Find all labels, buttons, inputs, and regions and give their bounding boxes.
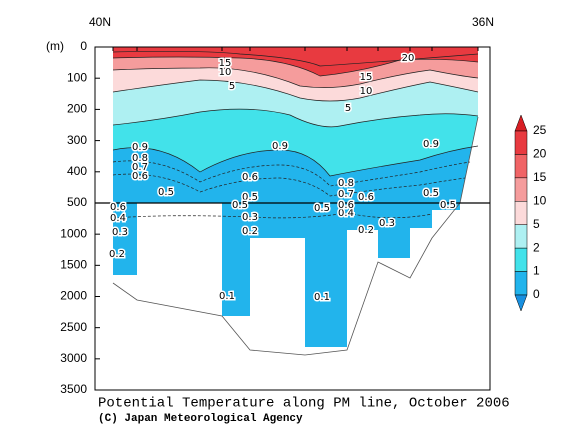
contour (112, 56, 479, 77)
contour-label: 0.9 (423, 139, 439, 150)
y-tick-label: 0 (80, 39, 87, 53)
contour-label: 0.9 (272, 141, 288, 152)
contour-label: 0.3 (112, 227, 128, 238)
contour-label: 0.6 (358, 192, 374, 203)
contour-label: 20 (402, 53, 415, 64)
colorbar-arrow (514, 114, 528, 132)
colorbar-tick-label: 15 (533, 170, 547, 184)
contour-label: 0.5 (232, 200, 248, 211)
contour-label: 0.5 (423, 188, 439, 199)
contour-label: 10 (360, 86, 373, 97)
contour-label: 0.2 (358, 225, 374, 236)
contour (112, 160, 471, 187)
plot-frame (94, 46, 491, 391)
contour-label: 5 (345, 103, 351, 114)
y-axis-label: (m) (46, 39, 64, 53)
contour-label: 0.2 (242, 226, 258, 237)
y-tick-label: 1000 (60, 226, 87, 240)
contour (112, 145, 479, 177)
column (222, 203, 250, 316)
colorbar-box (514, 177, 528, 202)
colorbar-tick-label: 10 (533, 193, 547, 207)
y-tick-label: 200 (67, 102, 87, 116)
x-end-label: 36N (472, 15, 494, 29)
column (378, 203, 410, 258)
contour-lines (112, 50, 479, 219)
contour-label: 15 (360, 72, 373, 83)
contour-label: 10 (219, 67, 232, 78)
bottom-topography (112, 116, 479, 356)
colorbar-tick-label: 2 (533, 240, 540, 254)
colorbar-box (514, 224, 528, 249)
contour-label: 0.6 (338, 200, 354, 211)
contour (112, 67, 479, 88)
contour-label: 5 (229, 81, 235, 92)
y-tick-label: 300 (67, 133, 87, 147)
colorbar-arrow (514, 294, 528, 312)
y-tick-label: 500 (67, 195, 87, 209)
colorbar-box (514, 130, 528, 155)
contour-label: 0.6 (110, 202, 126, 213)
contour-label: 0.5 (158, 187, 174, 198)
column (432, 203, 460, 210)
column (305, 203, 347, 347)
colorbar-box (514, 247, 528, 272)
colorbar-box (514, 154, 528, 179)
contour-label: 0.2 (109, 249, 125, 260)
contour-label: 0.1 (314, 292, 330, 303)
contour-label: 0.5 (314, 203, 330, 214)
contour-label: 0.4 (338, 208, 354, 219)
contour-label: 0.5 (242, 192, 258, 203)
contour-label: 0.6 (132, 171, 148, 182)
column (410, 203, 432, 228)
contour-label: 0.8 (132, 153, 148, 164)
contour-label: 0.9 (132, 142, 148, 153)
column (113, 203, 137, 275)
credit: (C) Japan Meteorological Agency (98, 413, 303, 425)
x-start-label: 40N (89, 15, 111, 29)
colorbar-tick-label: 20 (533, 147, 547, 161)
y-tick-label: 1500 (60, 258, 87, 272)
y-tick-label: 400 (67, 164, 87, 178)
y-tick-label: 2500 (60, 320, 87, 334)
contour-label: 0.3 (242, 212, 258, 223)
y-tick-label: 100 (67, 70, 87, 84)
contour-label: 0.7 (132, 162, 148, 173)
layer-warm (113, 47, 478, 76)
contour (112, 108, 479, 128)
colorbar-tick-label: 5 (533, 217, 540, 231)
y-tick-label: 3500 (60, 382, 87, 396)
colorbar-tick-label: 1 (533, 264, 540, 278)
colorbar-tick-label: 0 (533, 287, 540, 301)
contour-label: 0.6 (242, 172, 258, 183)
colorbar-box (514, 201, 528, 225)
contour-label: 0.8 (338, 178, 354, 189)
colorbar-box (514, 271, 528, 296)
section-fill (112, 47, 479, 356)
column (250, 203, 305, 238)
contour-label: 0.1 (219, 291, 235, 302)
contour-label: 0.7 (338, 189, 354, 200)
chart-title: Potential Temperature along PM line, Oct… (98, 396, 510, 412)
contour (112, 212, 433, 219)
contour-label: 0.4 (110, 213, 126, 224)
contour (112, 173, 466, 197)
column (347, 203, 378, 230)
contour-label: 0.3 (379, 218, 395, 229)
contour-label: 0.5 (440, 200, 456, 211)
y-tick-label: 2000 (60, 289, 87, 303)
contour-label: 15 (219, 58, 232, 69)
colorbar-tick-label: 25 (533, 123, 547, 137)
y-tick-label: 3000 (60, 351, 87, 365)
contour (112, 79, 479, 102)
